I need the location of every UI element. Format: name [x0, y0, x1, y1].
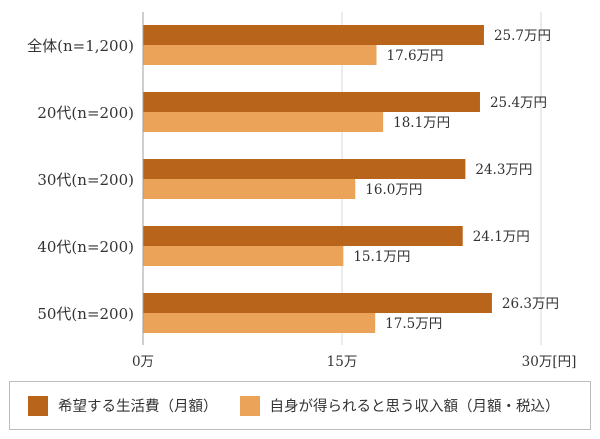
legend-swatch-expected-income [239, 395, 260, 416]
bar-s0-c1 [143, 92, 480, 112]
value-label-s1-c1: 18.1万円 [393, 115, 450, 131]
legend-label-expected-income: 自身が得られると思う収入額（月額・税込） [269, 399, 560, 415]
bar-s1-c2 [143, 179, 356, 199]
value-label-s0-c2: 24.3万円 [475, 162, 532, 178]
value-labels: 25.7万円 17.6万円 25.4万円 18.1万円 24.3万円 16.0万円 24.1… [353, 28, 559, 332]
legend-label-desired-cost: 希望する生活費（月額） [58, 399, 218, 415]
x-tick-label-2: 30万[円] [522, 354, 577, 370]
bar-s0-c3 [143, 226, 463, 246]
value-label-s0-c0: 25.7万円 [494, 28, 551, 44]
x-tick-labels: 0万 15万 30万[円] [132, 354, 576, 370]
value-label-s1-c0: 17.6万円 [386, 48, 443, 64]
bar-s0-c0 [143, 25, 484, 45]
category-labels: 全体(n=1,200) 20代(n=200) 30代(n=200) 40代(n=200… [27, 37, 134, 323]
category-label-2: 30代(n=200) [37, 171, 134, 189]
value-label-s1-c3: 15.1万円 [353, 249, 410, 265]
value-label-s0-c1: 25.4万円 [490, 95, 547, 111]
value-label-s1-c4: 17.5万円 [385, 316, 442, 332]
bar-s1-c4 [143, 313, 376, 333]
legend-item-expected-income: 自身が得られると思う収入額（月額・税込） [239, 395, 560, 416]
legend-swatch-desired-cost [28, 395, 48, 416]
legend: 希望する生活費（月額） 自身が得られると思う収入額（月額・税込） [9, 381, 591, 430]
value-label-s0-c3: 24.1万円 [473, 229, 530, 245]
category-label-3: 40代(n=200) [37, 238, 134, 256]
bar-s1-c0 [143, 45, 377, 65]
value-label-s0-c4: 26.3万円 [502, 296, 559, 312]
x-tick-label-0: 0万 [132, 354, 154, 370]
category-label-4: 50代(n=200) [37, 305, 134, 323]
bars [143, 25, 492, 333]
bar-s0-c2 [143, 159, 466, 179]
bar-s1-c3 [143, 246, 344, 266]
x-tick-label-1: 15万 [327, 354, 358, 370]
value-label-s1-c2: 16.0万円 [365, 182, 422, 198]
legend-item-desired-cost: 希望する生活費（月額） [28, 395, 218, 416]
bar-chart: 25.7万円 17.6万円 25.4万円 18.1万円 24.3万円 16.0万円 24.1… [27, 12, 576, 370]
category-label-0: 全体(n=1,200) [27, 37, 134, 55]
bar-s1-c1 [143, 112, 384, 132]
bar-s0-c4 [143, 293, 492, 313]
category-label-1: 20代(n=200) [37, 104, 134, 122]
